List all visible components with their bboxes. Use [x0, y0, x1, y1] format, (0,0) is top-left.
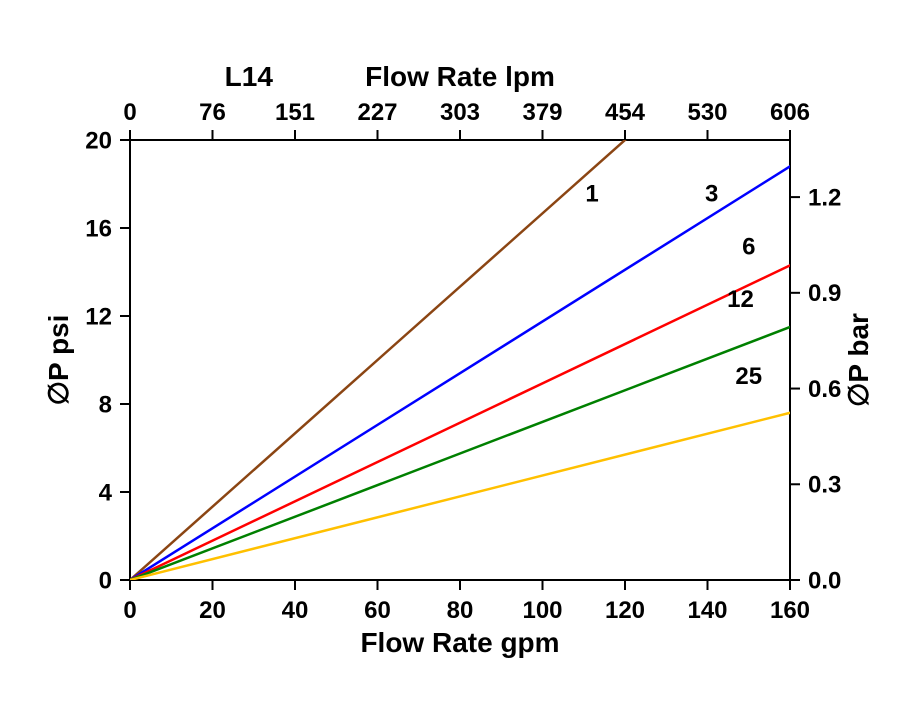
x-bottom-tick-label: 140	[687, 597, 727, 624]
y-right-tick-label: 1.2	[808, 184, 841, 211]
x-top-tick-label: 454	[605, 99, 646, 126]
x-top-tick-label: 530	[687, 99, 727, 126]
x-bottom-tick-label: 160	[770, 597, 810, 624]
line-chart: 0204060801001201401600761512273033794545…	[0, 0, 908, 702]
chart-container: 0204060801001201401600761512273033794545…	[0, 0, 908, 702]
y-right-tick-label: 0.9	[808, 280, 841, 307]
series-label: 3	[705, 181, 718, 208]
series-label: 25	[735, 363, 762, 390]
x-top-tick-label: 303	[440, 99, 480, 126]
x-bottom-tick-label: 60	[364, 597, 391, 624]
x-bottom-tick-label: 100	[522, 597, 562, 624]
x-top-tick-label: 379	[522, 99, 562, 126]
x-top-tick-label: 76	[199, 99, 226, 126]
y-left-tick-label: 20	[85, 127, 112, 154]
x-top-tick-label: 0	[123, 99, 136, 126]
x-top-tick-label: 151	[275, 99, 315, 126]
y-left-label: ∅P psi	[43, 315, 74, 406]
x-bottom-tick-label: 40	[282, 597, 309, 624]
x-top-tick-label: 227	[357, 99, 397, 126]
y-right-tick-label: 0.3	[808, 472, 841, 499]
series-label: 1	[585, 181, 598, 208]
y-right-tick-label: 0.0	[808, 567, 841, 594]
series-label: 12	[727, 286, 754, 313]
y-left-tick-label: 12	[85, 303, 112, 330]
y-left-tick-label: 8	[99, 391, 112, 418]
x-bottom-tick-label: 0	[123, 597, 136, 624]
y-right-label: ∅P bar	[843, 313, 874, 407]
y-left-tick-label: 4	[99, 479, 113, 506]
y-left-tick-label: 0	[99, 567, 112, 594]
x-bottom-tick-label: 80	[447, 597, 474, 624]
y-left-tick-label: 16	[85, 215, 112, 242]
x-bottom-tick-label: 120	[605, 597, 645, 624]
series-label: 6	[742, 233, 755, 260]
x-top-tick-label: 606	[770, 99, 810, 126]
top-prefix-label: L14	[225, 61, 274, 92]
x-bottom-label: Flow Rate gpm	[360, 627, 559, 658]
x-top-label: Flow Rate lpm	[365, 61, 555, 92]
y-right-tick-label: 0.6	[808, 376, 841, 403]
x-bottom-tick-label: 20	[199, 597, 226, 624]
